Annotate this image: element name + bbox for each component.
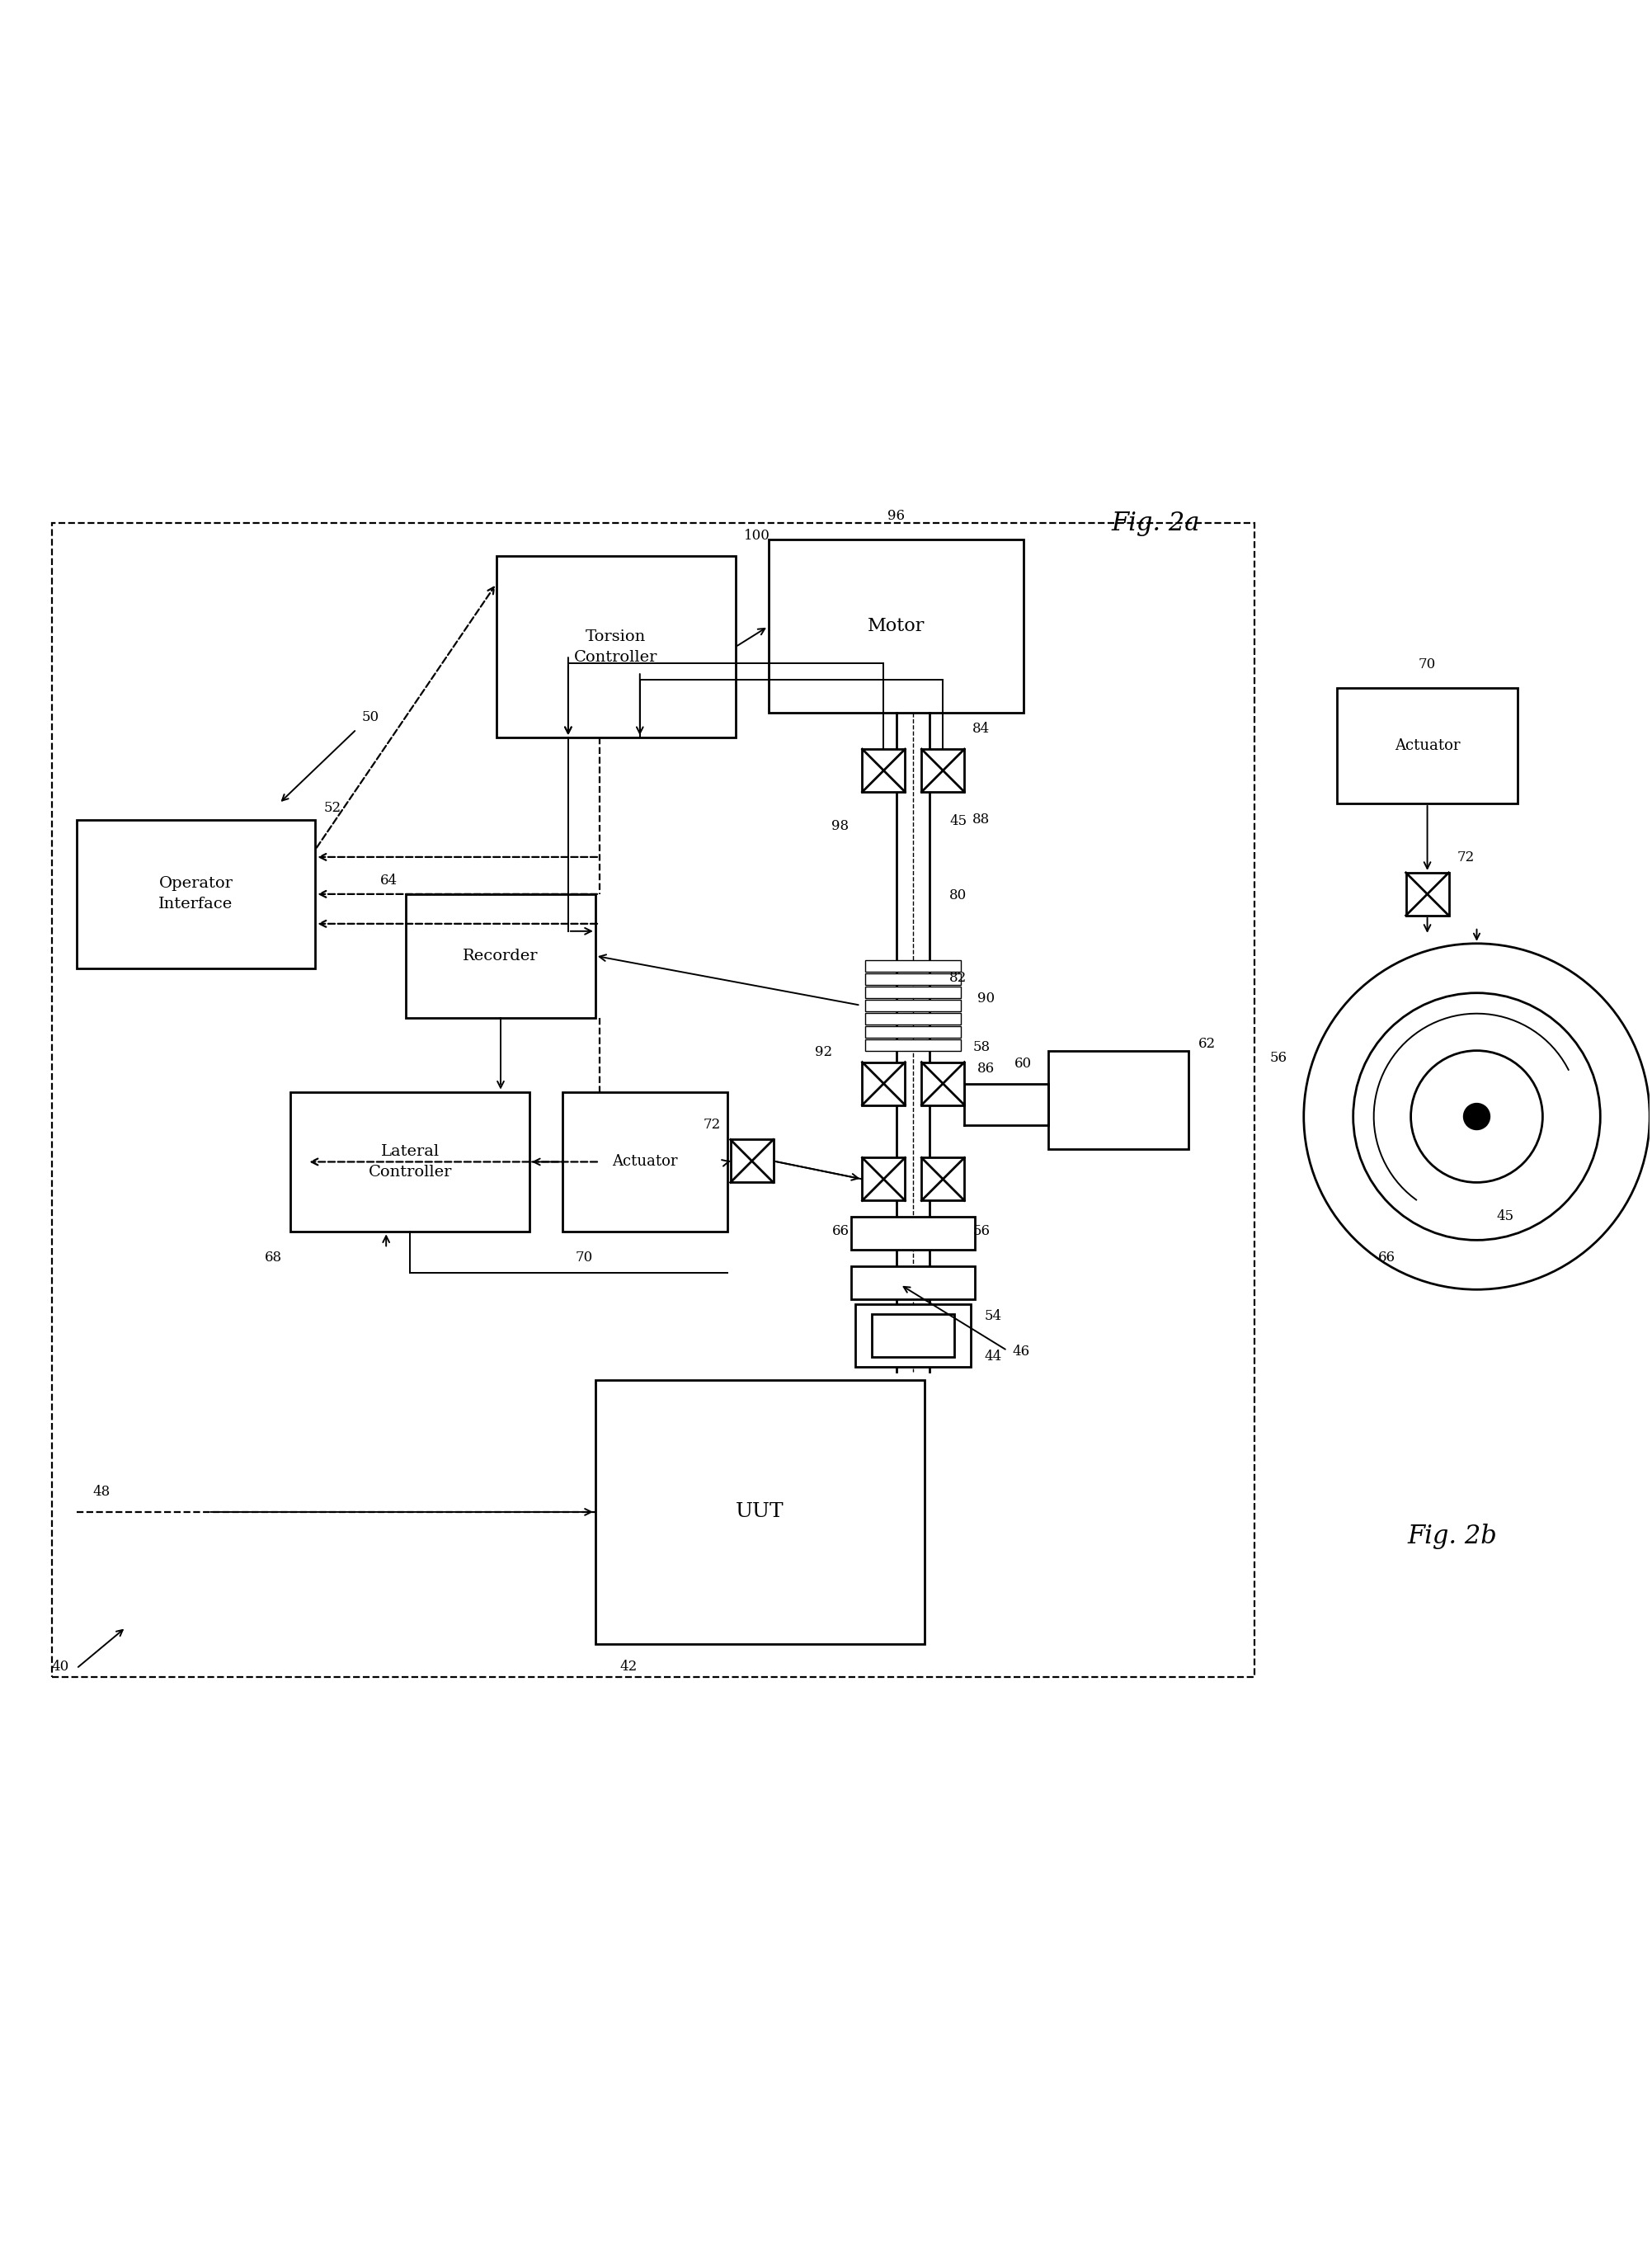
- Bar: [730, 1140, 773, 1183]
- Text: 70: 70: [575, 1251, 593, 1264]
- Text: 92: 92: [814, 1045, 833, 1058]
- Text: 84: 84: [973, 723, 990, 736]
- Text: 58: 58: [973, 1040, 990, 1054]
- Text: UUT: UUT: [735, 1502, 785, 1520]
- Text: 62: 62: [1198, 1036, 1216, 1051]
- Bar: [866, 1013, 961, 1024]
- Bar: [866, 1040, 961, 1051]
- Text: 86: 86: [978, 1060, 995, 1076]
- Bar: [291, 1092, 529, 1233]
- Bar: [1049, 1051, 1188, 1149]
- Text: 40: 40: [51, 1659, 69, 1675]
- Text: Actuator: Actuator: [611, 1153, 677, 1169]
- Bar: [595, 1380, 925, 1643]
- Bar: [856, 1305, 971, 1366]
- Text: 56: 56: [1270, 1051, 1287, 1065]
- Bar: [1336, 689, 1518, 804]
- Bar: [872, 1314, 955, 1357]
- Text: Recorder: Recorder: [463, 949, 539, 963]
- Bar: [51, 523, 1254, 1677]
- Text: Lateral
Controller: Lateral Controller: [368, 1144, 453, 1181]
- Bar: [768, 539, 1024, 714]
- Text: Torsion
Controller: Torsion Controller: [575, 630, 657, 664]
- Text: 80: 80: [950, 888, 966, 902]
- Text: 48: 48: [93, 1484, 111, 1498]
- Text: 42: 42: [620, 1659, 638, 1675]
- Text: 46: 46: [1013, 1344, 1029, 1360]
- Text: Motor: Motor: [867, 616, 925, 634]
- Text: Actuator: Actuator: [1394, 739, 1460, 752]
- Text: 45: 45: [1497, 1210, 1513, 1224]
- Text: 82: 82: [950, 970, 966, 986]
- Text: 100: 100: [743, 528, 770, 544]
- Bar: [406, 895, 595, 1017]
- Text: 45: 45: [950, 813, 966, 827]
- Bar: [862, 1063, 905, 1106]
- Text: 64: 64: [380, 872, 398, 888]
- Bar: [497, 557, 735, 736]
- Bar: [866, 986, 961, 997]
- Bar: [862, 750, 905, 791]
- Bar: [76, 820, 316, 968]
- Text: Fig. 2a: Fig. 2a: [1112, 510, 1199, 537]
- Text: 88: 88: [973, 813, 990, 827]
- Bar: [862, 1158, 905, 1201]
- Bar: [866, 961, 961, 972]
- Text: 72: 72: [1457, 850, 1475, 863]
- Bar: [866, 972, 961, 986]
- Text: 68: 68: [264, 1251, 282, 1264]
- Bar: [922, 1158, 965, 1201]
- Text: 70: 70: [1419, 657, 1436, 671]
- Text: 66: 66: [831, 1224, 849, 1240]
- Bar: [851, 1217, 975, 1251]
- Text: 98: 98: [831, 818, 849, 834]
- Text: 44: 44: [985, 1351, 1001, 1364]
- Text: 72: 72: [704, 1117, 720, 1131]
- Text: 52: 52: [324, 800, 340, 816]
- Text: 66: 66: [1378, 1251, 1396, 1264]
- Bar: [922, 750, 965, 791]
- Bar: [866, 999, 961, 1011]
- Bar: [562, 1092, 727, 1233]
- Text: Fig. 2b: Fig. 2b: [1408, 1525, 1497, 1550]
- Text: 90: 90: [978, 990, 995, 1006]
- Text: 96: 96: [887, 510, 905, 523]
- Bar: [1406, 872, 1449, 915]
- Bar: [866, 1026, 961, 1038]
- Text: 54: 54: [985, 1310, 1001, 1323]
- Circle shape: [1464, 1104, 1490, 1131]
- Text: 60: 60: [1014, 1056, 1032, 1070]
- Bar: [851, 1267, 975, 1298]
- Text: Operator
Interface: Operator Interface: [159, 877, 233, 911]
- Text: 56: 56: [973, 1224, 990, 1240]
- Bar: [922, 1063, 965, 1106]
- Text: 50: 50: [362, 709, 378, 725]
